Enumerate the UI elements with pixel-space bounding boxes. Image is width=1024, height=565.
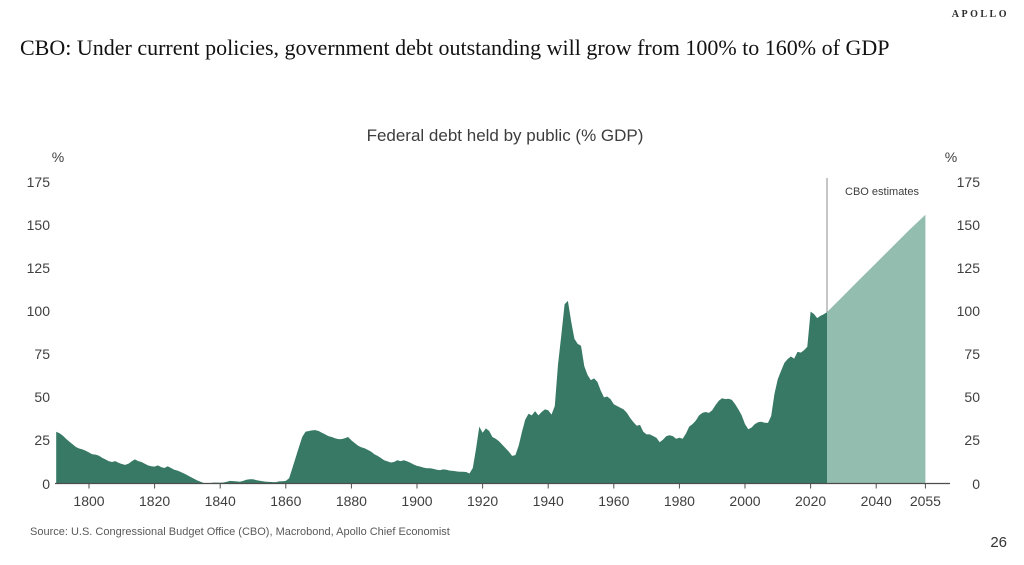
- area-estimate: [827, 214, 926, 484]
- y-axis-label: 50: [34, 389, 50, 406]
- x-axis-label: 1820: [139, 493, 171, 509]
- y-axis-unit-left: %: [51, 149, 65, 165]
- x-axis-label: 2040: [860, 493, 892, 509]
- x-axis-label: 2055: [909, 493, 941, 509]
- x-axis-label: 1880: [335, 493, 367, 509]
- y-axis-label: 125: [26, 260, 50, 277]
- x-axis-label: 1800: [73, 493, 105, 509]
- x-axis-label: 1860: [270, 493, 302, 509]
- x-axis-label: 1940: [532, 493, 564, 509]
- source-note: Source: U.S. Congressional Budget Office…: [30, 526, 450, 538]
- x-axis-label: 2020: [795, 493, 827, 509]
- y-axis-label: 0: [42, 475, 50, 492]
- y-axis-label: 100: [26, 303, 50, 320]
- area-historical: [56, 300, 827, 484]
- x-axis-label: 2000: [729, 493, 761, 509]
- y-axis-label: 0: [972, 475, 980, 492]
- slide-title: CBO: Under current policies, government …: [20, 35, 890, 60]
- y-axis-label: 50: [964, 389, 980, 406]
- y-axis-label: 100: [956, 303, 980, 320]
- x-axis-label: 1840: [204, 493, 236, 509]
- x-axis-label: 1900: [401, 493, 433, 509]
- y-axis-label: 150: [26, 217, 50, 234]
- x-axis-label: 1920: [467, 493, 499, 509]
- x-axis-label: 1960: [598, 493, 630, 509]
- y-axis-label: 150: [956, 217, 980, 234]
- y-axis-label: 175: [956, 174, 980, 190]
- y-axis-label: 75: [964, 346, 980, 363]
- y-axis-unit-right: %: [944, 149, 958, 165]
- chart-title: Federal debt held by public (% GDP): [366, 126, 644, 145]
- x-axis-label: 1980: [663, 493, 695, 509]
- y-axis-label: 125: [956, 260, 980, 277]
- cbo-estimates-annotation: CBO estimates: [845, 186, 919, 198]
- y-axis-label: 25: [964, 432, 980, 449]
- y-axis-label: 175: [26, 174, 50, 190]
- page-number: 26: [990, 534, 1007, 551]
- apollo-logo: APOLLO: [951, 9, 1009, 20]
- y-axis-label: 25: [34, 432, 50, 449]
- y-axis-label: 75: [34, 346, 50, 363]
